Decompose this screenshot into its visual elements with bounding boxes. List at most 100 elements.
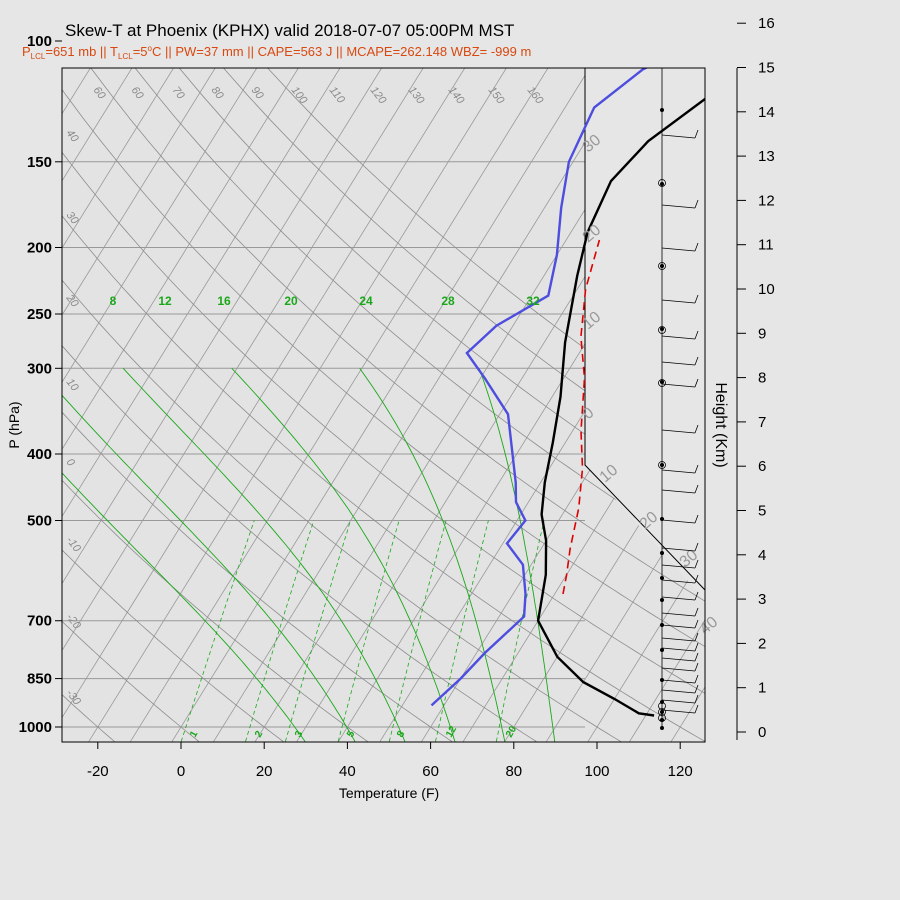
dry-adiabat [62, 549, 284, 742]
height-tick-label: 1 [758, 680, 766, 697]
moist-adiabat-label: 20 [284, 294, 298, 308]
wind-level-dot [660, 710, 664, 714]
wind-level-dot [660, 700, 664, 704]
x-tick-label: 100 [584, 763, 609, 780]
wind-barb [661, 519, 696, 524]
p-tick-label: 200 [27, 240, 52, 257]
wind-barb-flag [694, 464, 699, 474]
moist-adiabat-label: 12 [158, 294, 172, 308]
height-tick-label: 9 [758, 325, 766, 342]
isotherm-line [838, 41, 900, 742]
wind-barb-flag [694, 591, 699, 601]
isotherm-line [62, 68, 299, 451]
wind-barb-flag [694, 514, 699, 524]
wind-barb-flag [694, 378, 699, 388]
wind-barb-flag [694, 574, 699, 584]
isotherm-line [171, 68, 591, 742]
p-tick-label: 850 [27, 671, 52, 688]
wind-level-dot [660, 551, 664, 555]
height-tick-label: 16 [758, 15, 775, 32]
dry-adiabat [62, 620, 200, 742]
wind-barb [661, 469, 696, 474]
isotherm-line [62, 68, 216, 316]
mixing-ratio-label: 1 [188, 729, 201, 740]
dry-adiabat [62, 345, 537, 742]
wind-barb [661, 657, 696, 662]
wind-barb-flag [694, 559, 699, 569]
wind-barb-flag [694, 129, 699, 139]
moist-adiabat-label: 8 [110, 294, 117, 308]
wind-barb-flag [694, 330, 699, 340]
wind-calm-circle [658, 326, 666, 334]
wind-level-dot [660, 598, 664, 602]
wind-barb-flag [694, 642, 699, 652]
height-tick-label: 8 [758, 370, 766, 387]
dry-adiabat [62, 279, 621, 742]
isotherm-line [62, 68, 133, 182]
moist-adiabat-label: 24 [359, 294, 373, 308]
mixing-ratio-label: 3 [293, 729, 306, 740]
x-tick-label: -20 [87, 763, 109, 780]
y-axis-title: P (hPa) [6, 401, 22, 448]
wind-barb [661, 335, 696, 340]
x-tick-label: 0 [177, 763, 185, 780]
isotherm-line [62, 68, 424, 652]
isotherm-line [88, 68, 507, 742]
plot-frame [61, 67, 706, 743]
wind-barb-flag [694, 294, 699, 304]
isotherm-line [0, 41, 66, 742]
wind-barb [661, 134, 696, 139]
wind-barb [661, 204, 696, 209]
x-tick-label: 80 [505, 763, 522, 780]
wind-barb-flag [694, 704, 699, 714]
height-tick-label: 6 [758, 458, 766, 475]
wind-barb [661, 299, 696, 304]
moist-adiabat [478, 368, 556, 742]
mixing-ratio-line [435, 520, 489, 742]
height-tick-label: 11 [758, 237, 774, 254]
mixing-ratio-line [337, 520, 400, 742]
wind-barb-flag [694, 684, 699, 694]
isotherm-line [62, 68, 175, 249]
wind-barb [661, 361, 696, 366]
wind-level-dot [660, 623, 664, 627]
wind-level-dot [660, 463, 664, 467]
plot-notch [585, 68, 705, 742]
wind-calm-circle [658, 702, 666, 710]
dry-adiabat [178, 68, 705, 515]
x-tick-label: 60 [422, 763, 439, 780]
wind-barb-flag [694, 632, 699, 642]
wind-level-dot [660, 327, 664, 331]
mixing-ratio-label: 20 [504, 724, 519, 740]
mixing-ratio-line [180, 520, 255, 742]
wind-barb-flag [694, 484, 699, 494]
height-tick-label: 0 [758, 724, 766, 741]
mixing-ratio-line [496, 520, 545, 742]
wind-barb-flag [694, 424, 699, 434]
mixing-ratio-label: 8 [395, 729, 408, 740]
dry-adiabat [90, 68, 705, 602]
isotherm-line [62, 68, 258, 383]
wind-calm-circle [658, 461, 666, 469]
isotherm-line [546, 484, 705, 742]
wind-level-dot [660, 108, 664, 112]
p-tick-label: 250 [27, 306, 52, 323]
wind-barb-flag [694, 652, 699, 662]
wind-barb-flag [694, 242, 699, 252]
wind-barb [661, 679, 696, 684]
isotherm-line [62, 68, 466, 719]
height-tick-label: 7 [758, 414, 766, 431]
wind-barb [661, 564, 696, 569]
p-tick-label: 100 [27, 33, 52, 50]
chart-subtitle: PLCL=651 mb || TLCL=5oC || PW=37 mm || C… [22, 44, 531, 61]
mixing-ratio-label: 12 [444, 724, 459, 740]
moist-adiabat [62, 472, 306, 742]
isotherm-line [629, 619, 705, 742]
isotherm-line [62, 68, 341, 518]
mixing-ratio-line [285, 520, 351, 742]
wind-barb [661, 624, 696, 629]
wind-level-dot [660, 182, 664, 186]
dry-adiabat [267, 68, 705, 432]
wind-level-dot [660, 648, 664, 652]
